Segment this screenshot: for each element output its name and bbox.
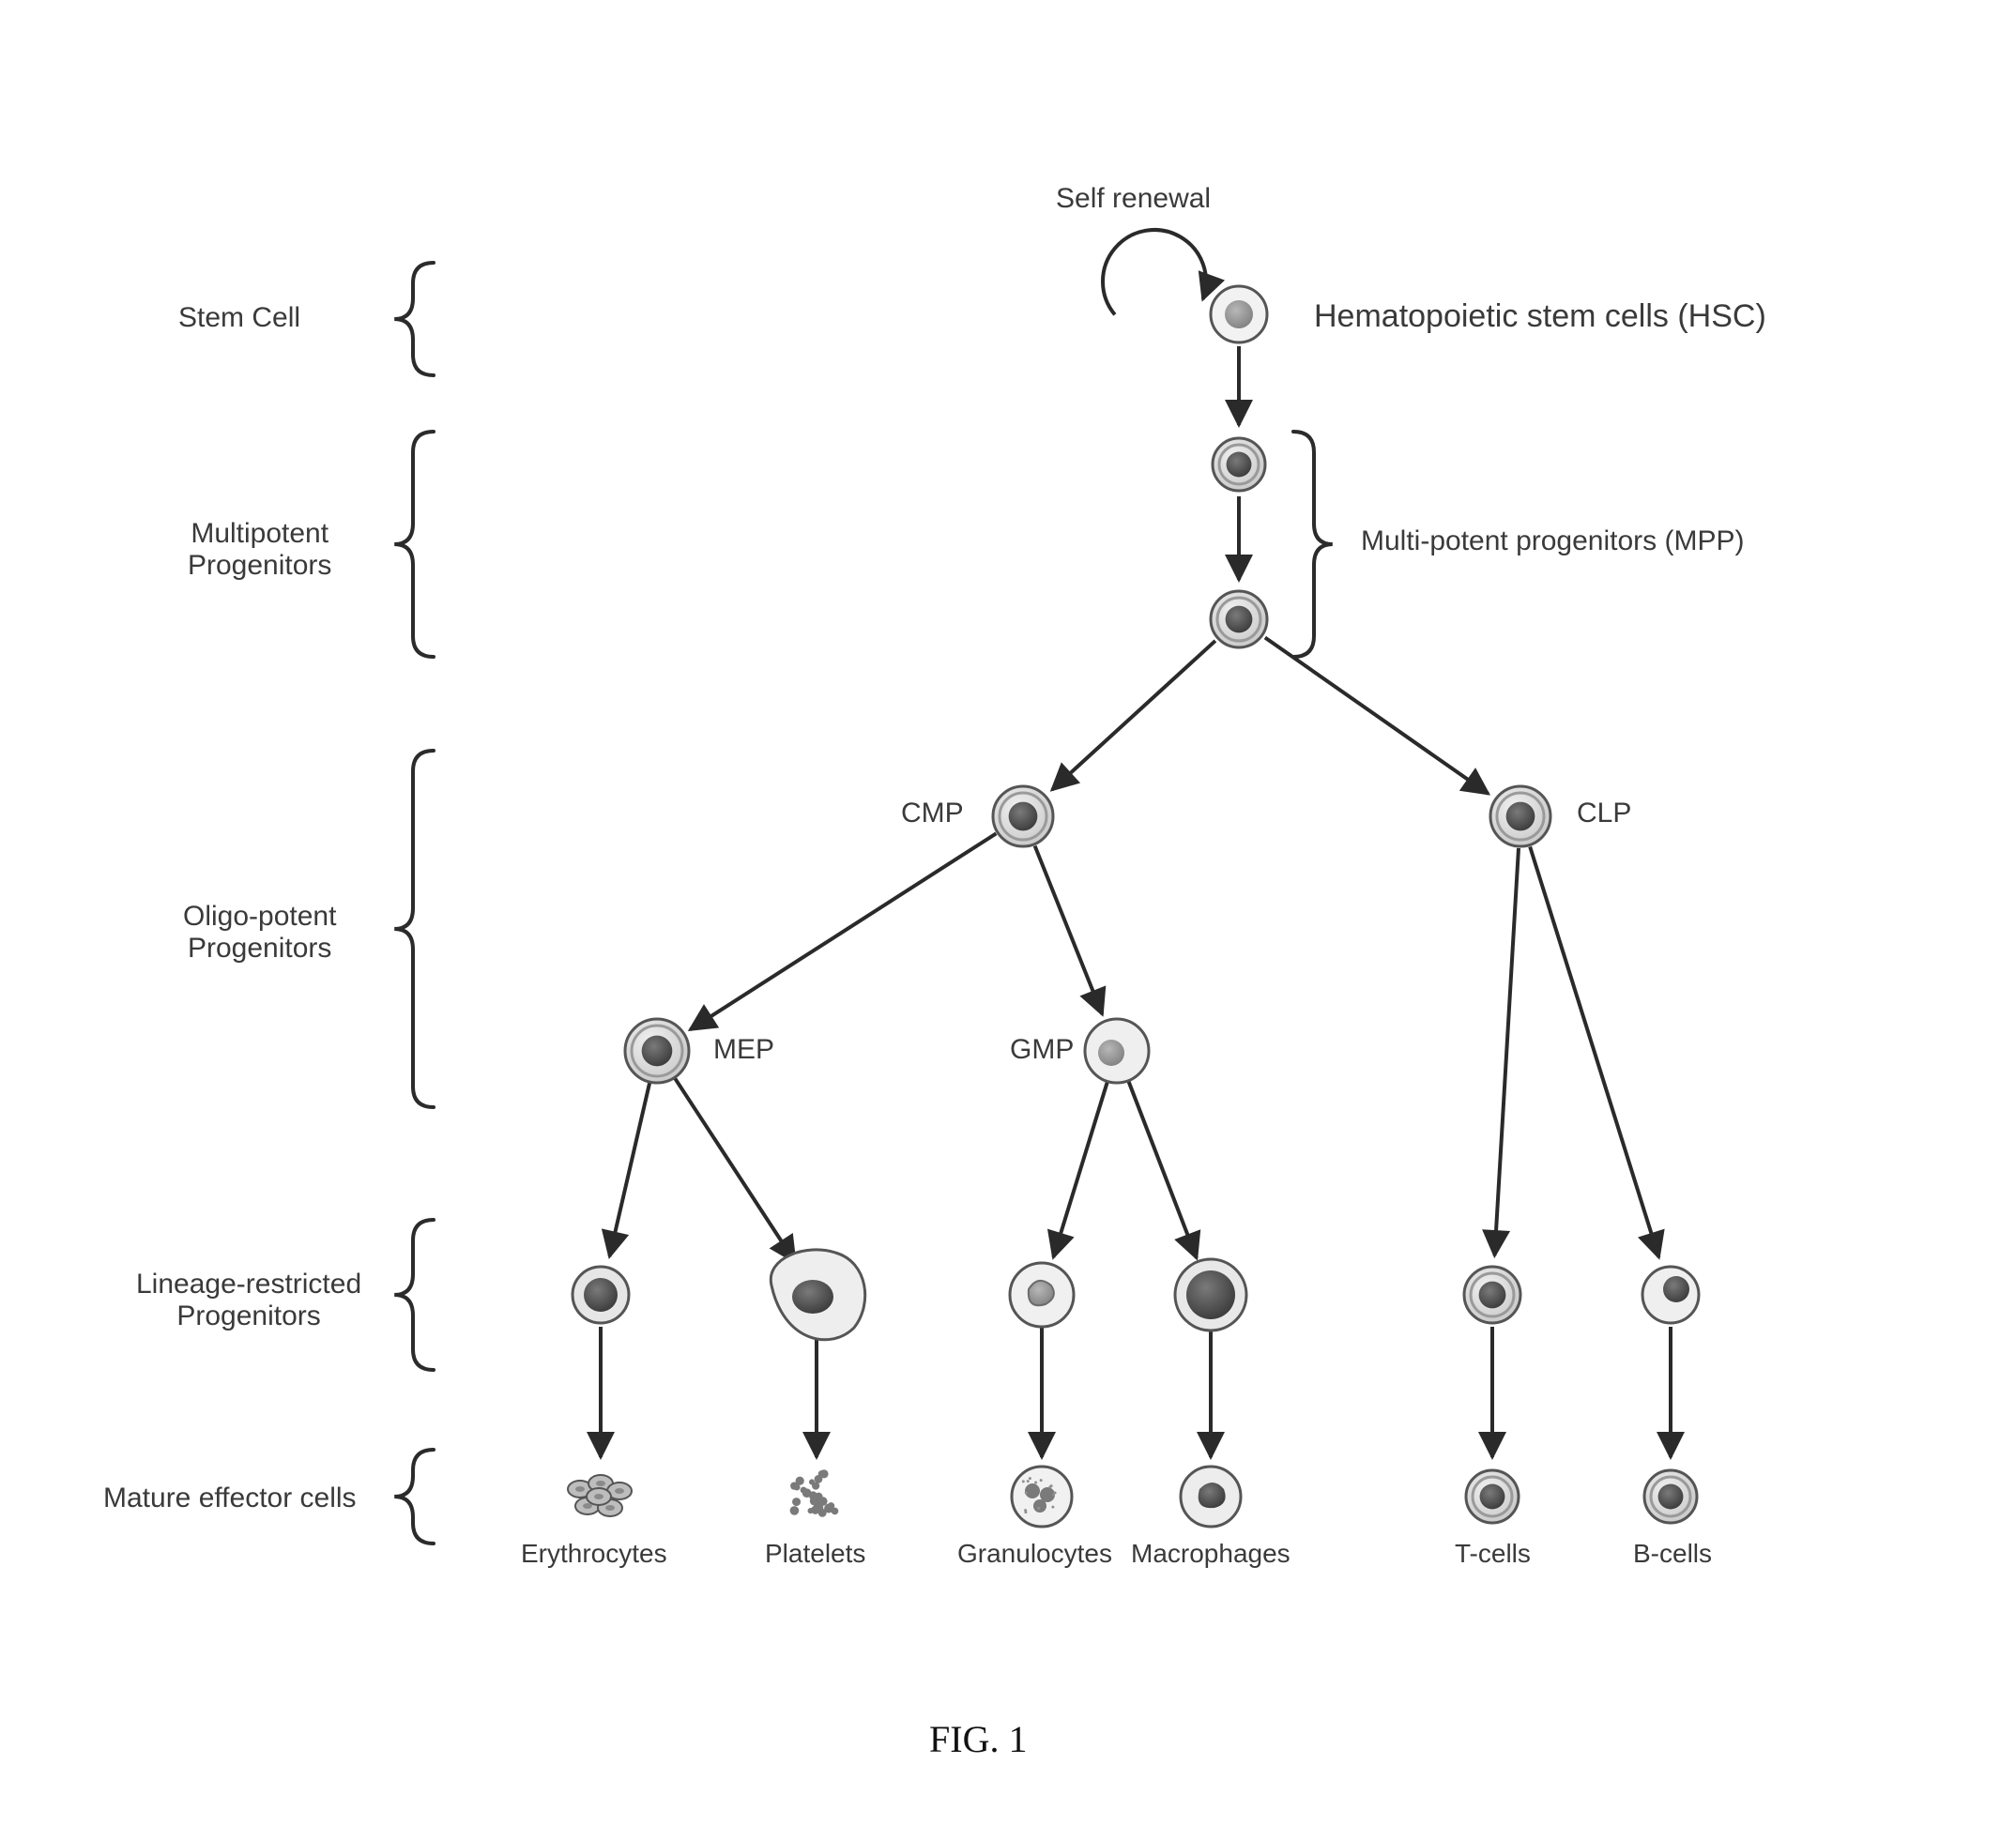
mep-label: MEP <box>713 1034 774 1066</box>
cell-mep <box>625 1019 689 1083</box>
edge-clp-lr_t <box>1494 848 1519 1255</box>
edge-gmp-lr_macro <box>1128 1081 1197 1258</box>
edge-clp-lr_b <box>1530 846 1658 1256</box>
row-label-oligo: Oligo-potent Progenitors <box>183 901 336 965</box>
row-brace-2 <box>394 751 434 1107</box>
self-renewal-label: Self renewal <box>1056 183 1211 215</box>
mpp-label: Multi-potent progenitors (MPP) <box>1361 525 1745 557</box>
row-label-multipotent: Multipotent Progenitors <box>188 518 331 582</box>
cell-clp <box>1490 786 1550 846</box>
cell-lr-gran <box>1010 1263 1074 1327</box>
cell-lr-macro <box>1175 1259 1246 1331</box>
macrophages-label: Macrophages <box>1131 1539 1291 1569</box>
cell-macrophage <box>1181 1467 1241 1527</box>
row-brace-0 <box>394 263 434 375</box>
edge-mep-lr_ery <box>609 1082 649 1256</box>
row-label-stem-cell: Stem Cell <box>178 302 300 334</box>
hsc-label: Hematopoietic stem cells (HSC) <box>1314 298 1766 335</box>
tcells-label: T-cells <box>1455 1539 1531 1569</box>
row-label-mature: Mature effector cells <box>103 1483 357 1514</box>
figure-caption: FIG. 1 <box>929 1717 1027 1761</box>
granulocytes-label: Granulocytes <box>957 1539 1112 1569</box>
cell-lr-t <box>1464 1267 1520 1323</box>
row-brace-4 <box>394 1450 434 1543</box>
cell-platelets <box>790 1469 839 1517</box>
figure-container: Stem Cell Multipotent Progenitors Oligo-… <box>0 0 2016 1840</box>
edge-mpp2-cmp <box>1052 641 1215 790</box>
bcells-label: B-cells <box>1633 1539 1712 1569</box>
gmp-label: GMP <box>1010 1034 1074 1066</box>
cell-lr-b <box>1642 1267 1699 1323</box>
cell-mpp2 <box>1211 591 1267 647</box>
edge-cmp-mep <box>690 833 996 1029</box>
cell-b-cell <box>1644 1470 1697 1523</box>
cell-t-cell <box>1466 1470 1519 1523</box>
mpp-brace <box>1293 432 1333 657</box>
row-brace-3 <box>394 1220 434 1370</box>
cell-lr-ery <box>573 1267 629 1323</box>
platelets-label: Platelets <box>765 1539 865 1569</box>
edge-mpp2-clp <box>1265 637 1489 793</box>
cell-hsc <box>1211 286 1267 342</box>
cmp-label: CMP <box>901 798 964 829</box>
cell-mpp1 <box>1213 438 1265 491</box>
edge-mep-lr_plt <box>675 1077 795 1261</box>
row-brace-1 <box>394 432 434 657</box>
cell-granulocyte <box>1012 1467 1072 1527</box>
erythrocytes-label: Erythrocytes <box>521 1539 667 1569</box>
edge-cmp-gmp <box>1035 846 1103 1014</box>
edge-gmp-lr_gran <box>1053 1081 1107 1256</box>
cell-cmp <box>993 786 1053 846</box>
clp-label: CLP <box>1577 798 1631 829</box>
cell-lr-platelet <box>771 1250 864 1340</box>
cell-gmp <box>1085 1019 1149 1083</box>
row-label-lineage: Lineage-restricted Progenitors <box>136 1269 361 1332</box>
self-renewal-loop <box>1103 230 1206 314</box>
cell-erythrocytes <box>568 1475 632 1516</box>
